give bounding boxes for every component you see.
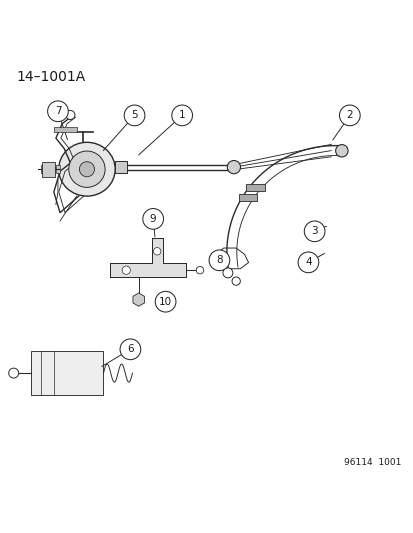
Text: 6: 6 xyxy=(127,344,133,354)
Polygon shape xyxy=(109,238,186,277)
Circle shape xyxy=(155,292,176,312)
Bar xyxy=(51,165,55,173)
Circle shape xyxy=(196,266,203,274)
Circle shape xyxy=(79,161,94,177)
Circle shape xyxy=(231,277,240,285)
Bar xyxy=(246,184,264,191)
Circle shape xyxy=(9,368,19,378)
Text: 96114  1001: 96114 1001 xyxy=(343,458,401,467)
Circle shape xyxy=(222,268,232,278)
Bar xyxy=(31,351,103,395)
Circle shape xyxy=(153,247,161,255)
Bar xyxy=(46,165,50,173)
Bar xyxy=(41,165,45,173)
Bar xyxy=(115,161,126,173)
Bar xyxy=(56,165,60,173)
Circle shape xyxy=(297,252,318,273)
Circle shape xyxy=(227,160,240,174)
Text: 1: 1 xyxy=(178,110,185,120)
Circle shape xyxy=(66,110,75,119)
Text: 4: 4 xyxy=(304,257,311,268)
Text: 14–1001A: 14–1001A xyxy=(17,70,85,84)
Circle shape xyxy=(209,250,229,271)
Circle shape xyxy=(47,101,68,122)
Bar xyxy=(54,127,76,132)
Circle shape xyxy=(171,105,192,126)
Circle shape xyxy=(142,208,163,229)
Bar xyxy=(42,161,55,176)
Text: 7: 7 xyxy=(55,106,61,116)
Ellipse shape xyxy=(59,142,115,196)
Circle shape xyxy=(335,144,347,157)
Circle shape xyxy=(122,266,130,274)
Text: 2: 2 xyxy=(346,110,352,120)
Circle shape xyxy=(120,339,140,360)
Text: 3: 3 xyxy=(311,227,317,236)
Bar xyxy=(238,195,256,201)
Text: 8: 8 xyxy=(216,255,222,265)
Circle shape xyxy=(339,105,359,126)
Ellipse shape xyxy=(69,151,105,188)
Circle shape xyxy=(304,221,324,241)
Text: 5: 5 xyxy=(131,110,138,120)
Text: 10: 10 xyxy=(159,297,172,306)
Circle shape xyxy=(56,111,64,119)
Circle shape xyxy=(124,105,145,126)
Text: 9: 9 xyxy=(150,214,156,224)
